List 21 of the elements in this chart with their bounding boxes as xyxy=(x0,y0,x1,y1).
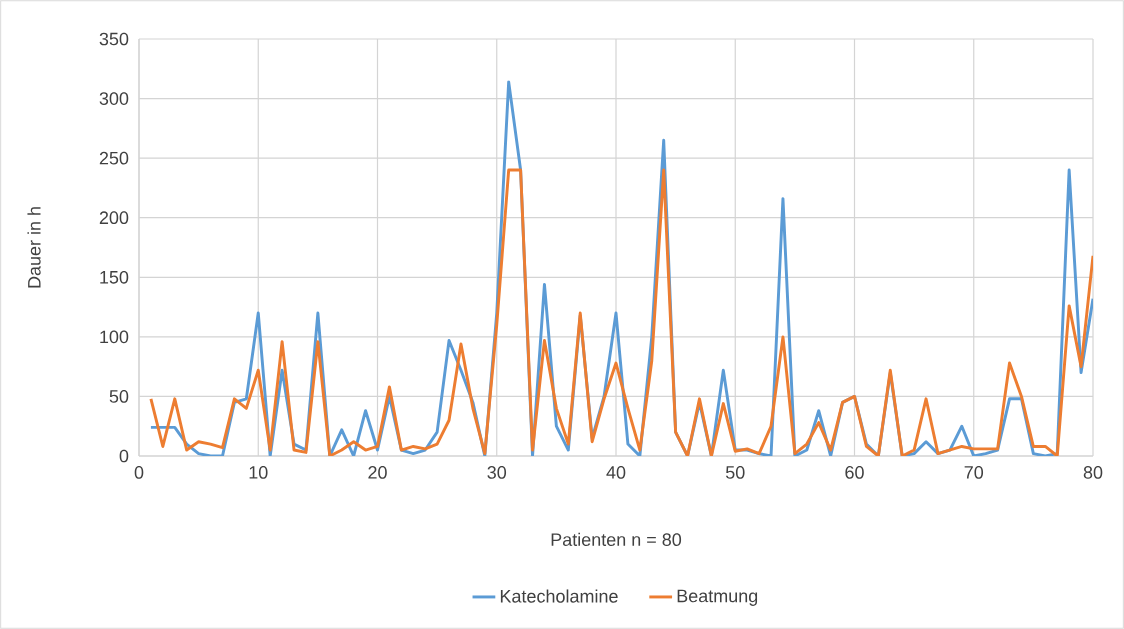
y-tick-label: 300 xyxy=(99,92,129,105)
y-axis-title: Dauer in h xyxy=(27,207,41,288)
x-tick-label: 70 xyxy=(964,466,984,479)
legend-label: Katecholamine xyxy=(500,589,618,603)
x-tick-label: 40 xyxy=(606,466,626,479)
y-tick-label: 0 xyxy=(119,449,129,463)
x-tick-label: 80 xyxy=(1083,466,1103,479)
x-tick-label: 30 xyxy=(487,466,507,479)
y-tick-label: 250 xyxy=(99,151,129,165)
x-tick-label: 0 xyxy=(134,466,144,479)
y-tick-label: 350 xyxy=(99,32,129,46)
x-axis-title: Patienten n = 80 xyxy=(551,532,682,546)
legend-label: Beatmung xyxy=(677,589,758,606)
y-tick-label: 100 xyxy=(100,330,129,344)
x-tick-label: 50 xyxy=(725,466,745,479)
x-tick-label: 10 xyxy=(249,466,268,479)
y-tick-label: 50 xyxy=(109,390,129,403)
y-tick-label: 150 xyxy=(100,270,129,284)
y-tick-label: 200 xyxy=(99,211,129,225)
x-tick-label: 60 xyxy=(845,466,864,479)
x-tick-label: 20 xyxy=(368,466,387,479)
